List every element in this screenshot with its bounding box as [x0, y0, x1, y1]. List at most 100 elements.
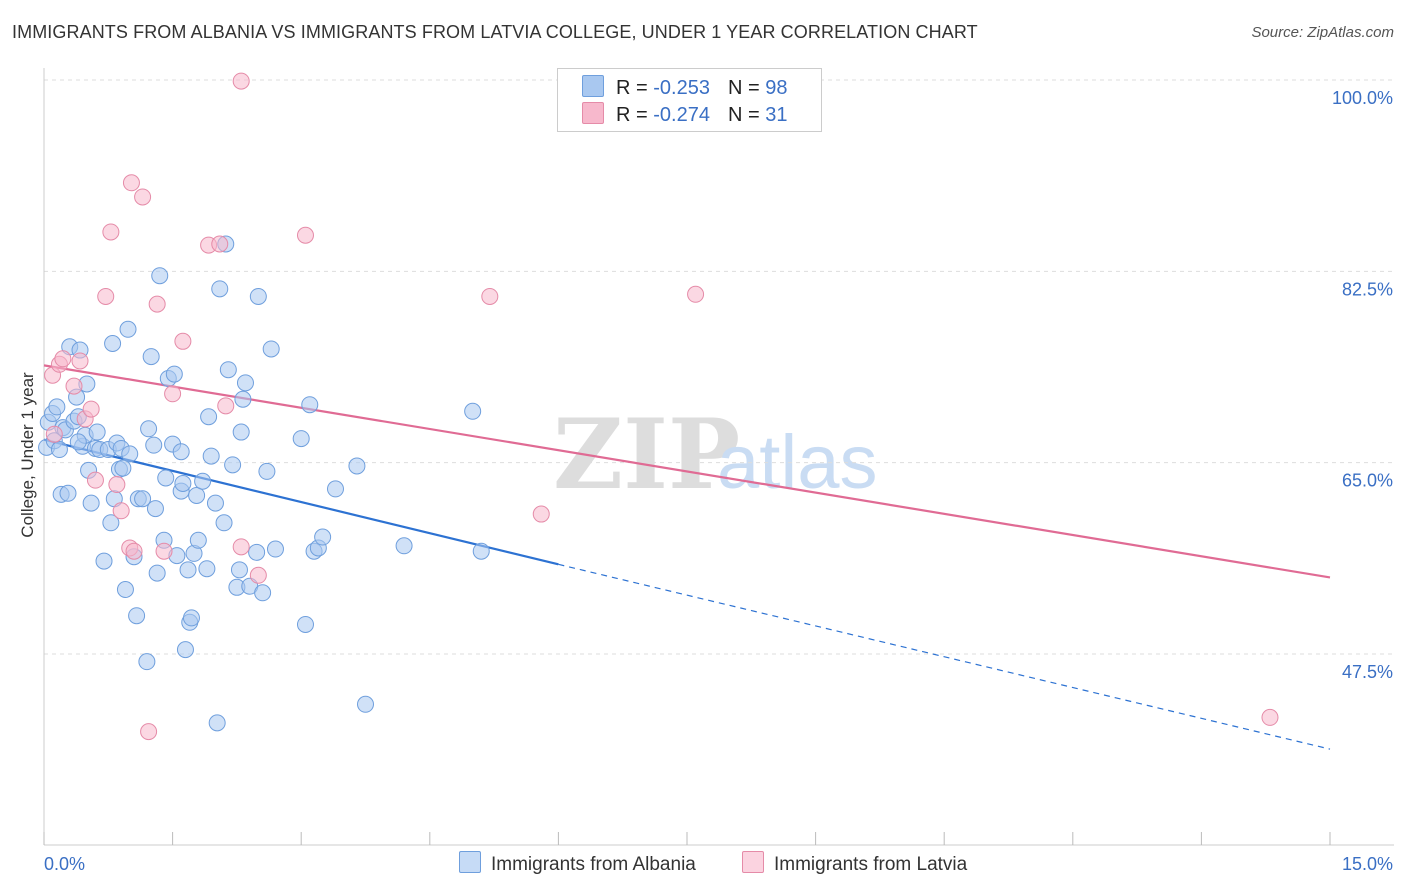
albania-point — [88, 423, 106, 441]
albania-point — [472, 542, 490, 560]
albania-point — [211, 280, 229, 298]
x-tick-label: 0.0% — [44, 854, 85, 874]
latvia-point — [71, 352, 89, 370]
albania-point — [326, 480, 344, 498]
latvia-point — [82, 400, 100, 418]
latvia-point — [102, 223, 120, 241]
latvia-trend-line — [43, 364, 1331, 579]
data-points — [38, 72, 1279, 741]
albania-point — [188, 486, 206, 504]
albania-point — [119, 320, 137, 338]
latvia-point — [108, 476, 126, 494]
albania-point — [249, 287, 267, 305]
stats-row-albania: R = -0.253 N = 98 — [582, 75, 787, 103]
albania-point — [206, 494, 224, 512]
n-value: 98 — [765, 77, 788, 99]
albania-point — [128, 607, 146, 625]
albania-point — [348, 457, 366, 475]
latvia-swatch — [582, 102, 604, 124]
albania-point — [292, 430, 310, 448]
latvia-point — [232, 538, 250, 556]
albania-point — [146, 500, 164, 518]
albania-point — [200, 408, 218, 426]
albania-point — [254, 584, 272, 602]
albania-point — [198, 560, 216, 578]
albania-point — [172, 443, 190, 461]
latvia-point — [232, 72, 250, 90]
latvia-point — [174, 332, 192, 350]
source-label: Source: ZipAtlas.com — [1251, 24, 1394, 41]
albania-point — [95, 552, 113, 570]
y-tick-label: 65.0% — [1342, 471, 1393, 491]
latvia-point — [65, 377, 83, 395]
r-value: -0.274 — [653, 104, 710, 126]
n-label: N = — [727, 104, 760, 126]
latvia-point — [86, 471, 104, 489]
albania-point — [236, 374, 254, 392]
albania-point — [189, 531, 207, 549]
albania-point — [179, 561, 197, 579]
albania-point — [296, 615, 314, 633]
albania-point — [104, 334, 122, 352]
latvia-point — [249, 566, 267, 584]
latvia-point — [97, 287, 115, 305]
chart-title: IMMIGRANTS FROM ALBANIA VS IMMIGRANTS FR… — [12, 22, 978, 42]
albania-point — [157, 469, 175, 487]
albania-point — [182, 609, 200, 627]
albania-point — [142, 348, 160, 366]
latvia-point — [296, 226, 314, 244]
albania-point — [148, 564, 166, 582]
latvia-point — [687, 285, 705, 303]
albania-trend-extension — [558, 563, 1331, 750]
legend-albania-label: Immigrants from Albania — [491, 854, 696, 875]
latvia-point — [125, 542, 143, 560]
r-value: -0.253 — [653, 77, 710, 99]
stats-row-latvia: R = -0.274 N = 31 — [582, 102, 787, 130]
albania-point — [219, 361, 237, 379]
legend-item-latvia[interactable]: Immigrants from Latvia — [742, 851, 967, 877]
albania-point — [202, 447, 220, 465]
axes — [43, 68, 1394, 846]
correlation-stats-box: R = -0.253 N = 98 R = -0.274 N = 31 — [557, 68, 822, 132]
y-tick-label: 100.0% — [1332, 88, 1393, 108]
latvia-point — [211, 235, 229, 253]
legend-item-albania[interactable]: Immigrants from Albania — [459, 851, 696, 877]
albania-point — [176, 641, 194, 659]
y-axis-label: College, Under 1 year — [18, 372, 37, 538]
albania-point — [208, 714, 226, 732]
albania-point — [262, 340, 280, 358]
albania-point — [151, 267, 169, 285]
albania-point — [234, 390, 252, 408]
latvia-point — [45, 425, 63, 443]
albania-point — [116, 580, 134, 598]
albania-point — [138, 653, 156, 671]
albania-point — [145, 436, 163, 454]
albania-point — [314, 528, 332, 546]
albania-point — [266, 540, 284, 558]
albania-point — [140, 420, 158, 438]
n-value: 31 — [765, 104, 788, 126]
r-label: R = — [616, 104, 648, 126]
latvia-point — [112, 502, 130, 520]
n-label: N = — [727, 77, 760, 99]
albania-point — [59, 484, 77, 502]
albania-point — [395, 537, 413, 555]
albania-point — [121, 445, 139, 463]
albania-point — [48, 398, 66, 416]
legend-albania-swatch — [459, 851, 481, 873]
legend-latvia-label: Immigrants from Latvia — [774, 854, 968, 875]
legend-latvia-swatch — [742, 851, 764, 873]
albania-point — [50, 441, 68, 459]
albania-point — [232, 423, 250, 441]
albania-point — [357, 695, 374, 713]
latvia-point — [481, 287, 499, 305]
albania-point — [464, 402, 482, 420]
x-tick-label: 15.0% — [1342, 854, 1393, 874]
y-tick-label: 47.5% — [1342, 662, 1393, 682]
latvia-point — [164, 385, 182, 403]
albania-point — [224, 456, 242, 474]
albania-point — [102, 514, 120, 532]
albania-point — [248, 543, 266, 561]
latvia-point — [122, 174, 140, 192]
albania-point — [301, 396, 319, 414]
